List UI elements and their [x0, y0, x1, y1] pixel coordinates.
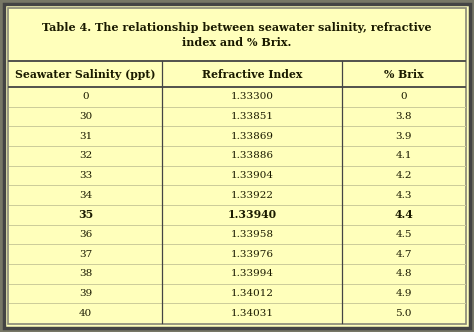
Text: Refractive Index: Refractive Index: [201, 68, 302, 79]
Text: 31: 31: [79, 132, 92, 141]
Text: 5.0: 5.0: [395, 309, 412, 318]
Text: 33: 33: [79, 171, 92, 180]
Text: 4.8: 4.8: [395, 269, 412, 278]
Text: 1.33922: 1.33922: [230, 191, 273, 200]
Text: 0: 0: [400, 92, 407, 101]
Text: 4.5: 4.5: [395, 230, 412, 239]
Text: Table 4. The relationship between seawater salinity, refractive
index and % Brix: Table 4. The relationship between seawat…: [42, 22, 432, 48]
Text: 1.33994: 1.33994: [230, 269, 273, 278]
Text: 37: 37: [79, 250, 92, 259]
Text: 4.4: 4.4: [394, 209, 413, 220]
Text: 34: 34: [79, 191, 92, 200]
Text: 4.1: 4.1: [395, 151, 412, 160]
Text: 1.34012: 1.34012: [230, 289, 273, 298]
Text: 36: 36: [79, 230, 92, 239]
Text: 1.33904: 1.33904: [230, 171, 273, 180]
Text: 4.2: 4.2: [395, 171, 412, 180]
Text: 1.33976: 1.33976: [230, 250, 273, 259]
Text: 1.34031: 1.34031: [230, 309, 273, 318]
Text: 1.33869: 1.33869: [230, 132, 273, 141]
Text: 38: 38: [79, 269, 92, 278]
Text: 1.33958: 1.33958: [230, 230, 273, 239]
Text: 30: 30: [79, 112, 92, 121]
Text: 32: 32: [79, 151, 92, 160]
Text: 4.3: 4.3: [395, 191, 412, 200]
Text: % Brix: % Brix: [383, 68, 423, 79]
Text: Seawater Salinity (ppt): Seawater Salinity (ppt): [15, 68, 155, 79]
Text: 40: 40: [79, 309, 92, 318]
Text: 3.9: 3.9: [395, 132, 412, 141]
Text: 1.33300: 1.33300: [230, 92, 273, 101]
Text: 4.7: 4.7: [395, 250, 412, 259]
Text: 0: 0: [82, 92, 89, 101]
Text: 3.8: 3.8: [395, 112, 412, 121]
Text: 4.9: 4.9: [395, 289, 412, 298]
Text: 1.33851: 1.33851: [230, 112, 273, 121]
Text: 1.33886: 1.33886: [230, 151, 273, 160]
Text: 35: 35: [78, 209, 93, 220]
Text: 39: 39: [79, 289, 92, 298]
Text: 1.33940: 1.33940: [227, 209, 276, 220]
